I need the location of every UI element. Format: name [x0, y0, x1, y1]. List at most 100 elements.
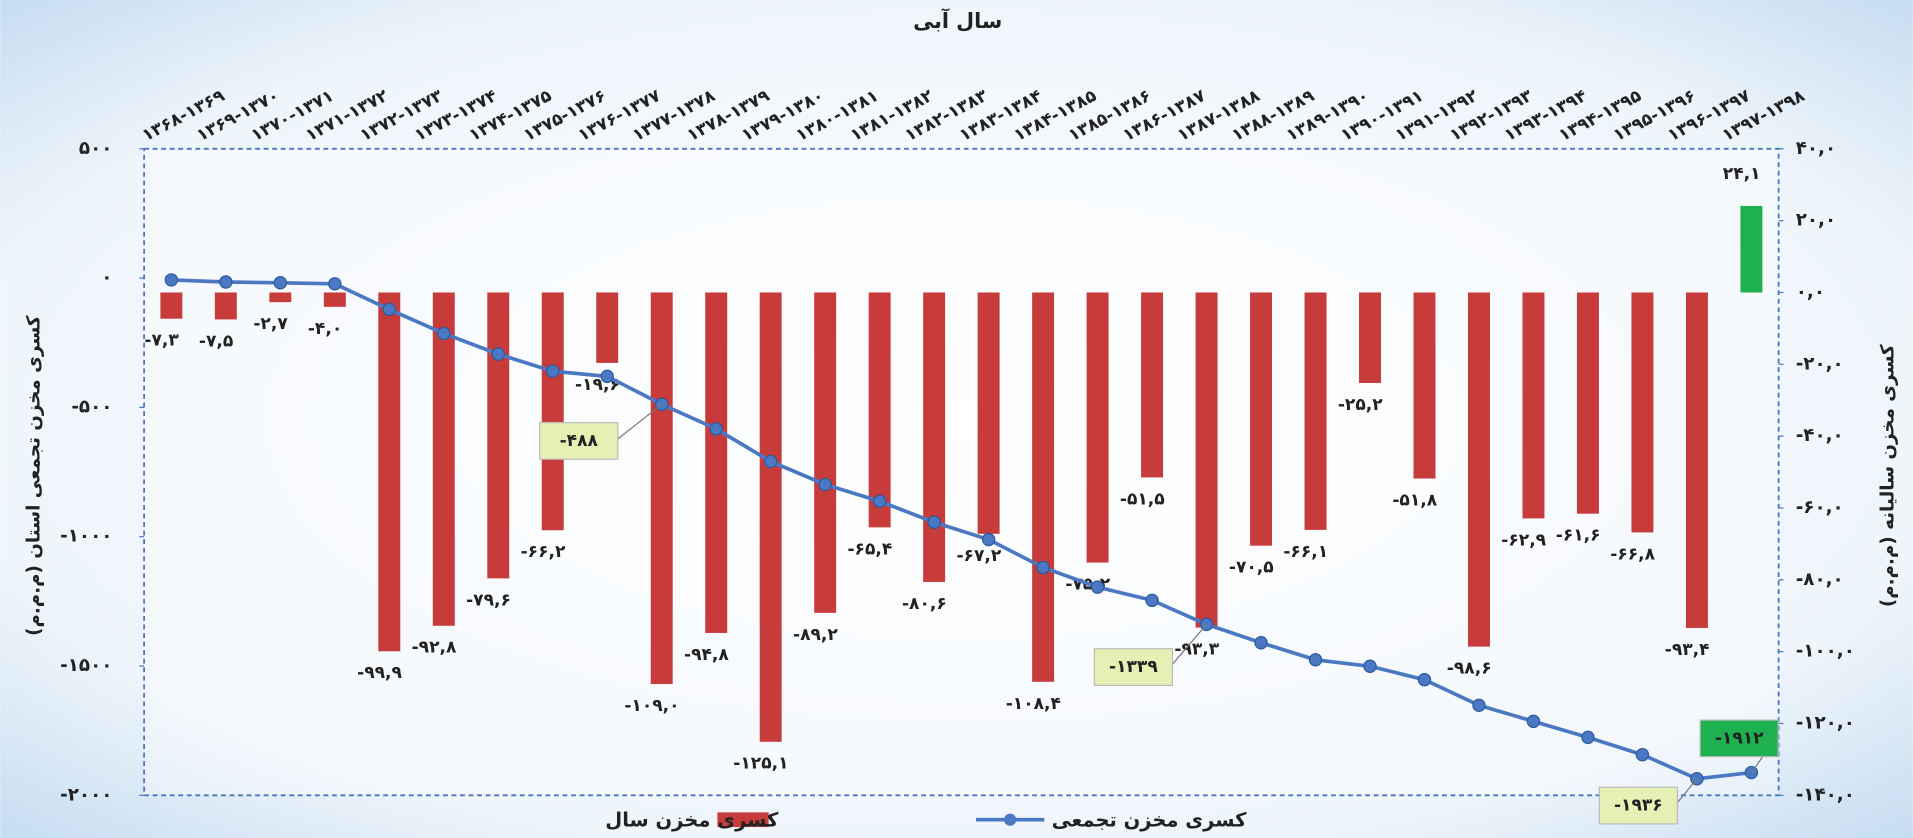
bar-value-label: -۷۹,۶ — [466, 590, 511, 610]
label-box — [539, 421, 619, 460]
line-marker — [600, 369, 614, 384]
y-tick-label: -۲۰۰۰ — [60, 784, 112, 805]
line-marker — [437, 326, 451, 341]
line-value-label: -۴۸۸ — [560, 431, 599, 451]
bar-value-label: -۱۰۹,۰ — [624, 696, 679, 716]
bar-value-label: -۴,۰ — [308, 319, 342, 339]
line-marker — [491, 347, 505, 361]
line-marker — [328, 277, 342, 291]
bar-value-label: -۷۰,۵ — [1229, 558, 1274, 578]
bar — [1685, 292, 1708, 628]
y2-tick-label: -۱۲۰,۰ — [1796, 712, 1855, 733]
bar-value-label: -۶۶,۱ — [1283, 542, 1328, 562]
bar-value-label: -۲۵,۲ — [1338, 395, 1383, 415]
bar-value-label: -۹۹,۹ — [357, 663, 402, 683]
bar — [1740, 205, 1763, 293]
bar-value-label: -۱۲۵,۱ — [733, 754, 788, 774]
line-marker — [1526, 714, 1541, 729]
bar-value-label: -۹۴,۸ — [684, 645, 729, 665]
bar — [759, 292, 782, 742]
bar-value-label: -۹۳,۴ — [1665, 640, 1710, 660]
line-marker — [1308, 653, 1323, 667]
bar — [650, 292, 673, 684]
line-marker — [818, 477, 832, 492]
bar — [814, 292, 837, 613]
bar — [868, 292, 891, 528]
bar — [705, 292, 728, 633]
bar — [1250, 292, 1273, 546]
bar — [541, 292, 564, 531]
line-marker — [1417, 673, 1432, 687]
y2-tick-label: -۴۰,۰ — [1796, 425, 1844, 446]
bar — [323, 292, 346, 307]
y2-axis-title: کسری مخزن سالیانه (م.م.م) — [1877, 344, 1898, 607]
bar-value-label: -۹۲,۸ — [412, 638, 457, 658]
y2-tick-label: -۲۰,۰ — [1796, 353, 1844, 374]
line-marker — [546, 364, 560, 378]
y-tick-label: -۵۰۰ — [71, 396, 112, 417]
line-marker — [1036, 560, 1050, 575]
label-box — [1093, 648, 1174, 686]
bar — [269, 292, 292, 303]
label-box — [1699, 719, 1779, 758]
bar — [1195, 292, 1218, 628]
y2-tick-label: ۴۰,۰ — [1796, 138, 1836, 159]
line-marker — [164, 273, 179, 287]
line — [171, 278, 1752, 781]
bar-value-label: -۸۹,۲ — [793, 625, 838, 645]
bar — [487, 292, 510, 579]
y2-tick-label: ۰,۰ — [1796, 281, 1825, 302]
bar-value-label: -۷,۵ — [199, 331, 233, 351]
bar — [1522, 292, 1545, 519]
line-marker — [219, 275, 233, 289]
bar — [596, 292, 619, 363]
bar — [378, 292, 401, 652]
legend-label: کسری مخزن تجمعی — [1052, 808, 1248, 831]
bar-value-label: -۹۳,۳ — [1174, 640, 1219, 660]
bar-value-label: -۶۱,۶ — [1556, 526, 1601, 546]
y2-tick-label: -۶۰,۰ — [1796, 497, 1844, 518]
bar-value-label: -۷,۳ — [144, 331, 179, 351]
y-tick-label: ۵۰۰ — [79, 138, 112, 159]
bar-value-label: -۶۵,۴ — [847, 539, 892, 559]
bar-value-label: -۸۰,۶ — [902, 594, 947, 614]
line-marker — [709, 422, 723, 436]
bar-value-label: -۵۱,۵ — [1120, 489, 1165, 509]
legend-swatch — [717, 812, 769, 828]
line-marker — [763, 454, 778, 469]
line-marker — [382, 302, 397, 317]
legend-label: کسری مخزن سال — [605, 808, 779, 831]
bar — [1032, 292, 1055, 682]
bar-value-label: ۲۴,۱ — [1723, 164, 1761, 184]
bar — [1086, 292, 1109, 563]
y-tick-label: -۱۵۰۰ — [60, 655, 112, 676]
leader-line — [614, 403, 663, 442]
bar — [1413, 292, 1436, 479]
chart-title: سال آبی — [913, 8, 1002, 33]
bar — [160, 292, 183, 319]
bar — [1576, 292, 1599, 514]
line-marker — [872, 494, 887, 508]
line-marker — [273, 276, 288, 290]
y-tick-label: -۱۰۰۰ — [60, 526, 112, 547]
line-marker — [1254, 636, 1268, 650]
bar-value-label: -۲,۷ — [253, 314, 288, 334]
line-value-label: -۱۹۳۶ — [1614, 796, 1663, 816]
line-marker — [1472, 698, 1486, 713]
bar-value-label: -۹۸,۶ — [1447, 659, 1492, 679]
bar — [923, 292, 946, 582]
leader-line — [1674, 778, 1698, 806]
y2-tick-label: -۸۰,۰ — [1796, 569, 1844, 590]
bar — [1141, 292, 1164, 478]
label-box — [1598, 786, 1679, 825]
line-marker — [1363, 659, 1377, 673]
bar — [432, 292, 455, 626]
line-marker — [1581, 730, 1595, 745]
leader-line — [1169, 623, 1208, 668]
plot-area — [143, 147, 1780, 797]
line-marker — [981, 532, 996, 547]
bar-value-label: -۵۱,۸ — [1392, 490, 1437, 510]
bar-value-label: -۶۶,۸ — [1610, 544, 1655, 564]
y2-tick-label: ۲۰,۰ — [1796, 210, 1836, 231]
bar-value-label: -۶۶,۲ — [521, 542, 566, 562]
